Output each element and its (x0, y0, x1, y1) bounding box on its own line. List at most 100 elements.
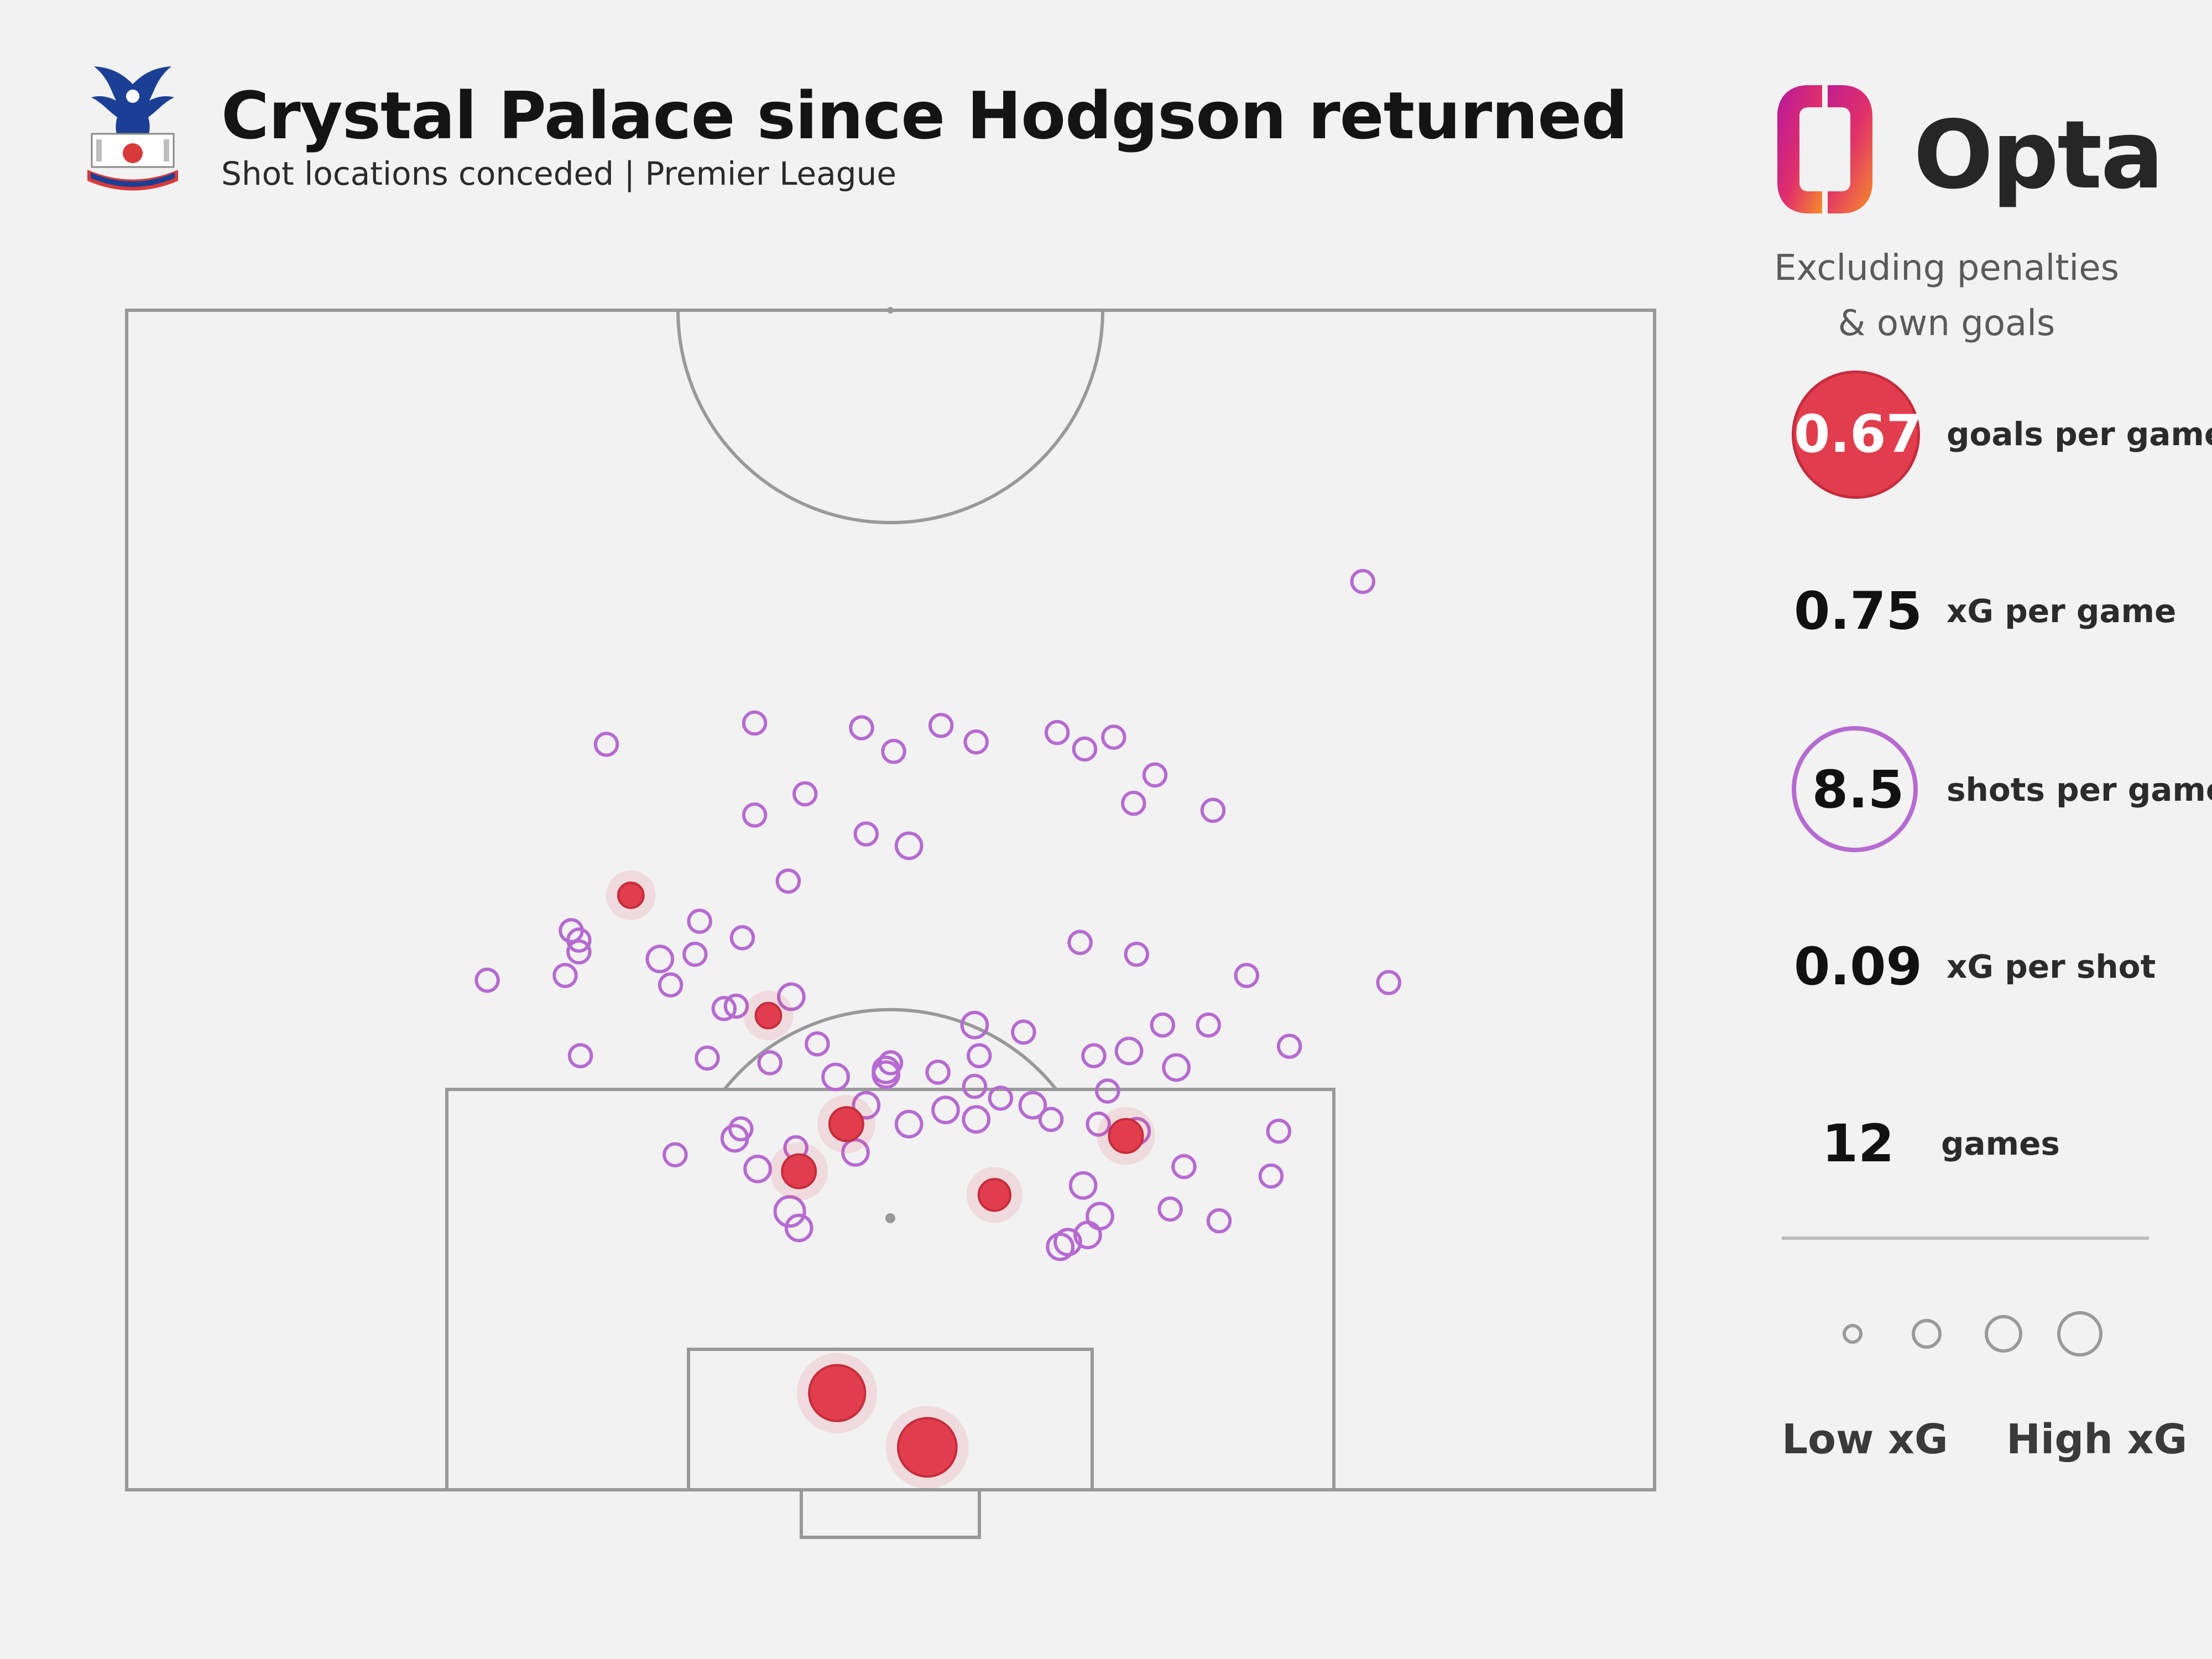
shot-marker (1068, 1171, 1098, 1200)
shot-marker (1171, 1154, 1197, 1180)
shot-marker (1046, 1232, 1075, 1261)
shot-marker (1376, 970, 1401, 995)
shot-marker (1157, 1196, 1183, 1222)
goal-marker (754, 1001, 782, 1030)
shot-marker (645, 945, 675, 974)
shot-marker (988, 1086, 1014, 1111)
stat-games: 12 games (1781, 1080, 2179, 1213)
goal (800, 1488, 981, 1539)
shot-marker (805, 1031, 830, 1057)
stat-label-goals: goals per game (1947, 415, 2212, 453)
shot-marker (784, 1213, 813, 1243)
shot-marker (894, 831, 924, 860)
shot-marker (1206, 1208, 1232, 1234)
goal-marker (896, 1417, 958, 1478)
shot-marker (925, 1060, 951, 1085)
goal-marker (1108, 1118, 1144, 1154)
stat-value-xg-shot: 0.09 (1794, 936, 1922, 997)
stat-shots-per-game: 8.5 shots per game (1781, 726, 2212, 859)
shots-layer (474, 568, 1401, 1489)
shot-marker (1086, 1202, 1114, 1231)
pitch-outline (125, 309, 1656, 1491)
shot-marker (723, 993, 749, 1019)
stat-value-xg: 0.75 (1794, 581, 1922, 641)
goal-marker (617, 881, 645, 909)
shot-marker (593, 732, 619, 757)
shot-marker (1276, 1034, 1302, 1059)
stat-value-shots: 8.5 (1812, 759, 1905, 820)
shot-marker (720, 1124, 749, 1153)
goal-marker (808, 1364, 867, 1422)
shot-marker (821, 1062, 850, 1092)
note-own-goals: & own goals (1838, 303, 2056, 344)
shot-marker (1011, 1019, 1036, 1045)
legend-low-xg: Low xG (1782, 1416, 1948, 1463)
stat-xg-per-shot: 0.09 xG per shot (1781, 903, 2179, 1036)
shot-marker (1044, 719, 1070, 745)
shot-marker (852, 1091, 881, 1120)
shot-marker (773, 1195, 806, 1228)
shot-marker (853, 821, 879, 847)
legend-circle-1 (1843, 1324, 1863, 1344)
shot-marker (1350, 568, 1376, 594)
goals-circle (1792, 371, 1920, 499)
shot-marker (775, 868, 801, 894)
shot-marker (1200, 797, 1226, 823)
shot-map (125, 307, 1656, 1539)
shot-marker (1258, 1163, 1284, 1189)
goal-marker (828, 1106, 864, 1142)
shot-marker (1150, 1012, 1176, 1038)
shot-marker (777, 982, 806, 1011)
opta-brand-name: Opta (1913, 101, 2164, 210)
chart-title: Crystal Palace since Hodgson returned (221, 77, 1628, 154)
shot-marker (662, 1142, 688, 1167)
shot-marker (841, 1138, 870, 1167)
stat-value-goals: 0.67 (1794, 404, 1922, 465)
shot-marker (552, 963, 578, 988)
shot-marker (729, 925, 755, 951)
stat-xg-per-game: 0.75 xG per game (1781, 547, 2179, 680)
stat-goals-per-game: 0.67 goals per game (1781, 371, 2212, 503)
shot-marker (1095, 1078, 1120, 1104)
shot-marker (894, 1109, 924, 1139)
chart-subtitle: Shot locations conceded | Premier League (221, 155, 897, 192)
shot-marker (695, 1045, 720, 1071)
shot-marker (474, 967, 500, 993)
penalty-arc (723, 1008, 1058, 1091)
shot-marker (567, 1043, 593, 1068)
shot-marker (1101, 724, 1126, 750)
shot-marker (1086, 1112, 1112, 1137)
legend-circle-4 (2057, 1311, 2103, 1357)
shot-marker (1073, 1220, 1102, 1250)
shot-marker (728, 1116, 754, 1142)
shot-marker (931, 1095, 960, 1125)
shot-marker (962, 1073, 988, 1099)
shot-marker (757, 1050, 782, 1076)
goal-marker (781, 1153, 817, 1190)
centre-circle (676, 310, 1104, 524)
shot-marker (687, 909, 712, 934)
six-yard-box (687, 1348, 1094, 1491)
shots-circle (1792, 726, 1918, 852)
shot-marker (1018, 1091, 1047, 1120)
shot-marker (1266, 1118, 1292, 1144)
shot-marker (1072, 736, 1098, 762)
shot-marker (872, 1060, 901, 1089)
crystal-palace-crest-icon (87, 66, 178, 191)
shot-marker (682, 941, 708, 967)
legend-circle-2 (1912, 1319, 1942, 1349)
shot-marker (1114, 1036, 1144, 1066)
pitch-markings (125, 309, 1656, 1539)
centre-spot (887, 307, 894, 314)
shot-marker (928, 713, 954, 738)
goal-marker (977, 1178, 1011, 1212)
note-excluding-penalties: Excluding penalties (1774, 248, 2119, 289)
legend-high-xg: High xG (2006, 1416, 2188, 1463)
shot-marker (963, 729, 989, 755)
stat-value-games: 12 (1822, 1113, 1895, 1174)
legend-circle-3 (1985, 1315, 2022, 1353)
xg-size-legend (1843, 1311, 2103, 1357)
shot-marker (1142, 762, 1168, 788)
stat-label-xg-shot: xG per shot (1947, 948, 2156, 985)
shot-marker (967, 1043, 992, 1068)
